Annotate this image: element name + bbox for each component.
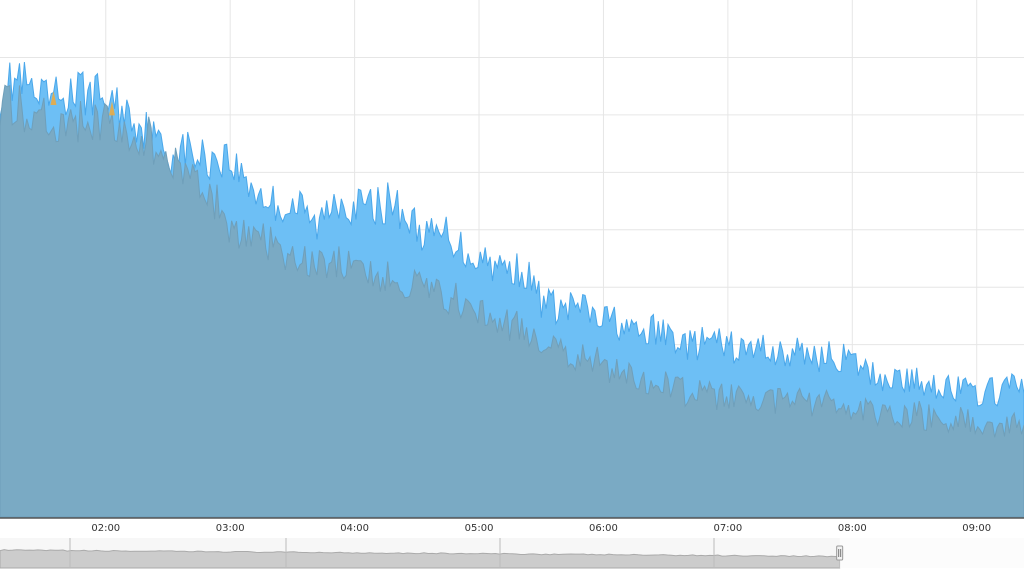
x-tick-label: 02:00: [91, 523, 120, 534]
navigator-handle[interactable]: [836, 545, 844, 561]
x-tick-label: 08:00: [838, 523, 867, 534]
navigator[interactable]: [0, 538, 1024, 569]
x-tick-label: 09:00: [962, 523, 991, 534]
navigator-unselected-mask: [839, 538, 1024, 568]
x-tick-label: 03:00: [216, 523, 245, 534]
navigator-series: [0, 549, 841, 569]
annotation-marker-1: [50, 91, 57, 106]
x-tick-label: 05:00: [465, 523, 494, 534]
x-tick-label: 06:00: [589, 523, 618, 534]
x-tick-label: 07:00: [713, 523, 742, 534]
series-layer: [0, 62, 1024, 518]
annotations: [50, 91, 115, 116]
x-axis: 02:00 03:00 04:00 05:00 06:00 07:00 08:00 09:00: [0, 517, 1024, 534]
series-area-2: [0, 84, 1024, 518]
x-tick-label: 04:00: [340, 523, 369, 534]
annotation-marker-2: [108, 101, 115, 116]
